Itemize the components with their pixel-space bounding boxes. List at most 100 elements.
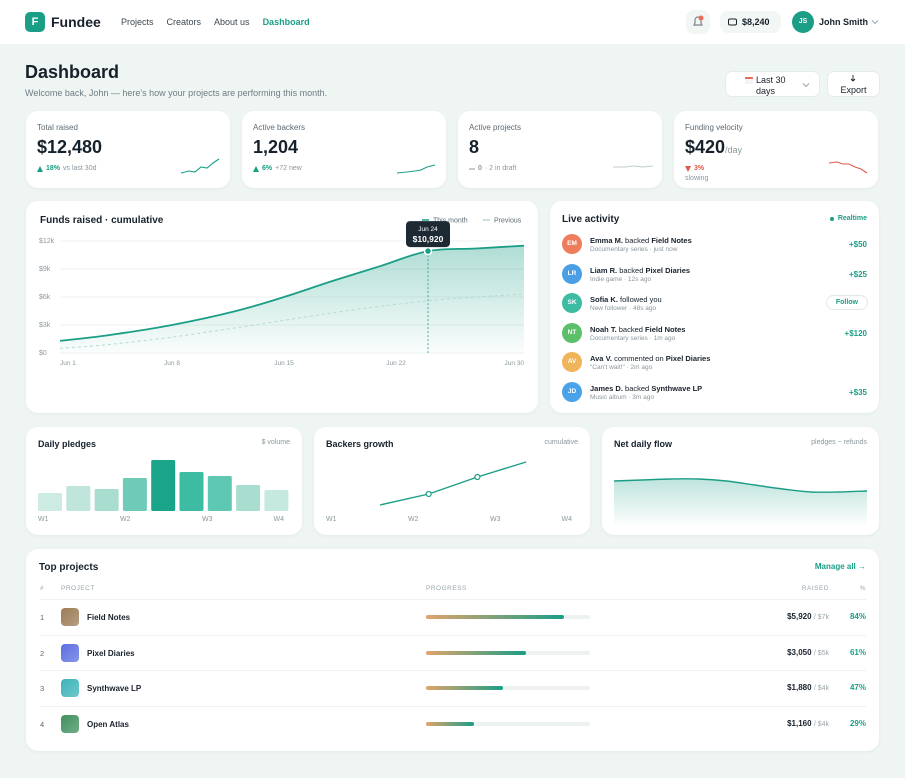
stat-number: 8 xyxy=(469,137,480,157)
down-triangle xyxy=(685,165,691,172)
chart-title: Backers growth xyxy=(326,439,394,449)
follow-button[interactable]: Follow xyxy=(827,296,867,309)
project-name[interactable]: Open Atlas xyxy=(87,720,129,730)
project-name[interactable]: Field Notes xyxy=(87,613,131,622)
manage-link[interactable]: Manage all → xyxy=(814,562,866,571)
area xyxy=(614,478,867,527)
area xyxy=(60,245,524,353)
amount: +$50 xyxy=(848,240,867,249)
export-button[interactable]: Export xyxy=(828,72,879,96)
raised-value: $3,050 xyxy=(787,647,812,657)
raised: $5,920 / $7k xyxy=(787,612,829,621)
stat-change: 3% xyxy=(694,165,705,172)
live-dot xyxy=(829,216,834,221)
avatar: AV xyxy=(562,352,582,373)
sparkline xyxy=(180,158,220,174)
raised: $1,880 / $4k xyxy=(787,683,829,692)
stat-change-row: 3% slowing xyxy=(685,165,795,182)
x-tick-label: Jun 15 xyxy=(274,360,294,367)
stat-note: slowing xyxy=(685,175,709,182)
funds-chart: $0 $3k $6k $9k $12k Jun 1 Jun 8 Jun 15 Jun 22 Jun… xyxy=(39,218,525,368)
project-thumb xyxy=(61,679,79,698)
target: Field Notes xyxy=(651,236,692,245)
bar xyxy=(94,489,119,511)
raised-value: $1,160 xyxy=(787,719,812,729)
chevron xyxy=(802,83,810,88)
target: Field Notes xyxy=(645,324,686,334)
stat-change-row: 6% +72 new xyxy=(253,165,363,172)
nav-link[interactable]: About us xyxy=(214,17,250,27)
nav-link[interactable]: Projects xyxy=(121,17,154,27)
tooltip-box xyxy=(406,221,450,248)
badge-label: Realtime xyxy=(837,215,867,222)
tooltip-point xyxy=(423,246,433,256)
goal: / $7k xyxy=(813,614,829,621)
navbar: F Fundee Projects Creators About us Dashboa… xyxy=(0,0,905,44)
notification-button[interactable] xyxy=(686,10,710,34)
balance[interactable]: $8,240 xyxy=(720,11,781,33)
stat-note: vs last 30d xyxy=(63,165,97,172)
stat-label: Active backers xyxy=(253,123,306,132)
date-range[interactable]: Last 30 days xyxy=(726,72,819,96)
bar xyxy=(207,476,232,511)
action: backed xyxy=(625,384,650,393)
line xyxy=(59,293,525,349)
logo[interactable]: F xyxy=(25,12,45,32)
avatar[interactable]: JS xyxy=(792,11,814,33)
project-name[interactable]: Synthwave LP xyxy=(87,684,142,694)
line xyxy=(59,244,525,342)
stat-label: Active projects xyxy=(469,123,522,132)
point xyxy=(425,490,432,498)
x-tick-label: W2 xyxy=(120,516,131,523)
activity-card: Live activity Realtime EM Emma M. backed … xyxy=(550,201,879,413)
line xyxy=(613,478,868,493)
x-tick-label: Jun 8 xyxy=(164,360,180,367)
percent: 61% xyxy=(849,647,866,657)
stat-note: · 2 in draft xyxy=(484,165,517,172)
stat-card: Total raised $12,480 18% vs last 30d xyxy=(26,111,230,188)
y-tick-label: $0 xyxy=(39,350,47,357)
progress-track xyxy=(426,686,590,691)
point xyxy=(474,473,481,481)
x-tick-label: Jun 1 xyxy=(60,360,76,367)
row-divider xyxy=(39,634,866,636)
projects-card: Top projects Manage all → # PROJECT PROGRE… xyxy=(26,549,879,751)
pledges-card: Daily pledges $ volume W1 W2 W3 W4 xyxy=(26,427,302,535)
sparkline xyxy=(613,165,654,168)
stat-label: Total raised xyxy=(37,123,78,132)
brand[interactable]: Fundee xyxy=(51,14,101,30)
nav-link[interactable]: Creators xyxy=(166,17,202,27)
activity-meta: New follower · 48s ago xyxy=(590,305,657,313)
avatar: SK xyxy=(562,293,582,314)
goal: / $4k xyxy=(813,685,829,693)
avatar: JD xyxy=(562,382,582,402)
actor: James D. xyxy=(590,384,623,393)
activity-meta: Documentary series · 1m ago xyxy=(590,334,676,342)
trend-icon xyxy=(37,165,43,172)
flow-card: Net daily flow pledges − refunds xyxy=(602,427,879,535)
chevron xyxy=(871,20,879,25)
target: Synthwave LP xyxy=(651,384,703,393)
activity-meta: Documentary series · just now xyxy=(590,246,678,253)
bar xyxy=(122,478,147,511)
raised: $1,160 / $4k xyxy=(787,719,829,728)
nav-link[interactable]: Dashboard xyxy=(262,17,310,27)
activity-title: Live activity xyxy=(562,214,620,225)
stat-value: $420/day xyxy=(685,137,742,158)
actor: Liam R. xyxy=(590,265,618,275)
x-tick-label: W1 xyxy=(38,516,49,523)
actor: Noah T. xyxy=(590,324,617,334)
trend-icon xyxy=(253,165,259,172)
bar xyxy=(264,490,289,511)
user-name[interactable]: John Smith xyxy=(819,17,868,27)
raised-value: $1,880 xyxy=(787,683,812,693)
bar xyxy=(179,472,204,511)
activity-text: Emma M. backed Field Notes xyxy=(590,236,692,245)
y-tick-label: $3k xyxy=(39,322,51,329)
bar xyxy=(38,493,62,511)
project-name[interactable]: Pixel Diaries xyxy=(87,648,135,658)
pledges-chart xyxy=(38,460,289,511)
activity-text: Sofia K. followed you xyxy=(590,295,662,304)
percent: 29% xyxy=(849,719,866,729)
x-tick-label: W3 xyxy=(490,516,501,523)
